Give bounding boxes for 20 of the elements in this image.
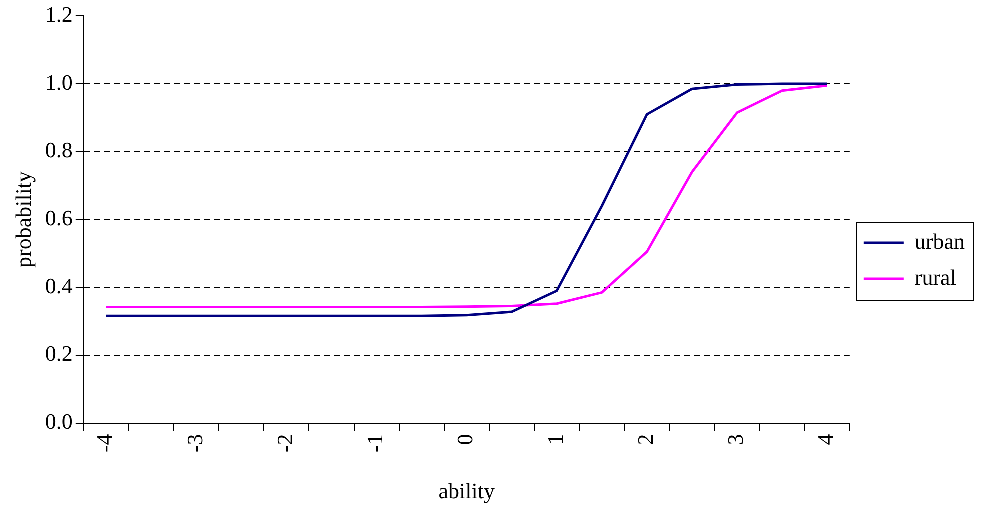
- y-tick-label: 0.6: [45, 206, 73, 231]
- x-tick-label: -3: [182, 434, 208, 453]
- x-tick-label: 1: [542, 434, 568, 446]
- x-tick-label: -1: [362, 434, 388, 453]
- legend-label: urban: [914, 228, 966, 254]
- y-tick-label: 0.2: [45, 341, 73, 366]
- y-axis-title: probability: [10, 171, 36, 268]
- y-tick-label: 0.4: [45, 273, 73, 298]
- y-tick-label: 1.0: [45, 70, 73, 95]
- x-tick-label: 2: [632, 434, 658, 446]
- x-tick-label: 4: [813, 434, 838, 446]
- y-tick-label: 0.8: [45, 138, 73, 163]
- y-tick-label: 0.0: [45, 409, 73, 434]
- x-axis-title: ability: [438, 478, 496, 504]
- x-tick-label: 3: [723, 434, 748, 446]
- x-tick-label: -2: [272, 434, 298, 453]
- x-tick-label: 0: [452, 434, 478, 446]
- x-tick-label: -4: [92, 434, 118, 453]
- legend-label: rural: [914, 264, 956, 290]
- y-tick-label: 1.2: [45, 2, 73, 27]
